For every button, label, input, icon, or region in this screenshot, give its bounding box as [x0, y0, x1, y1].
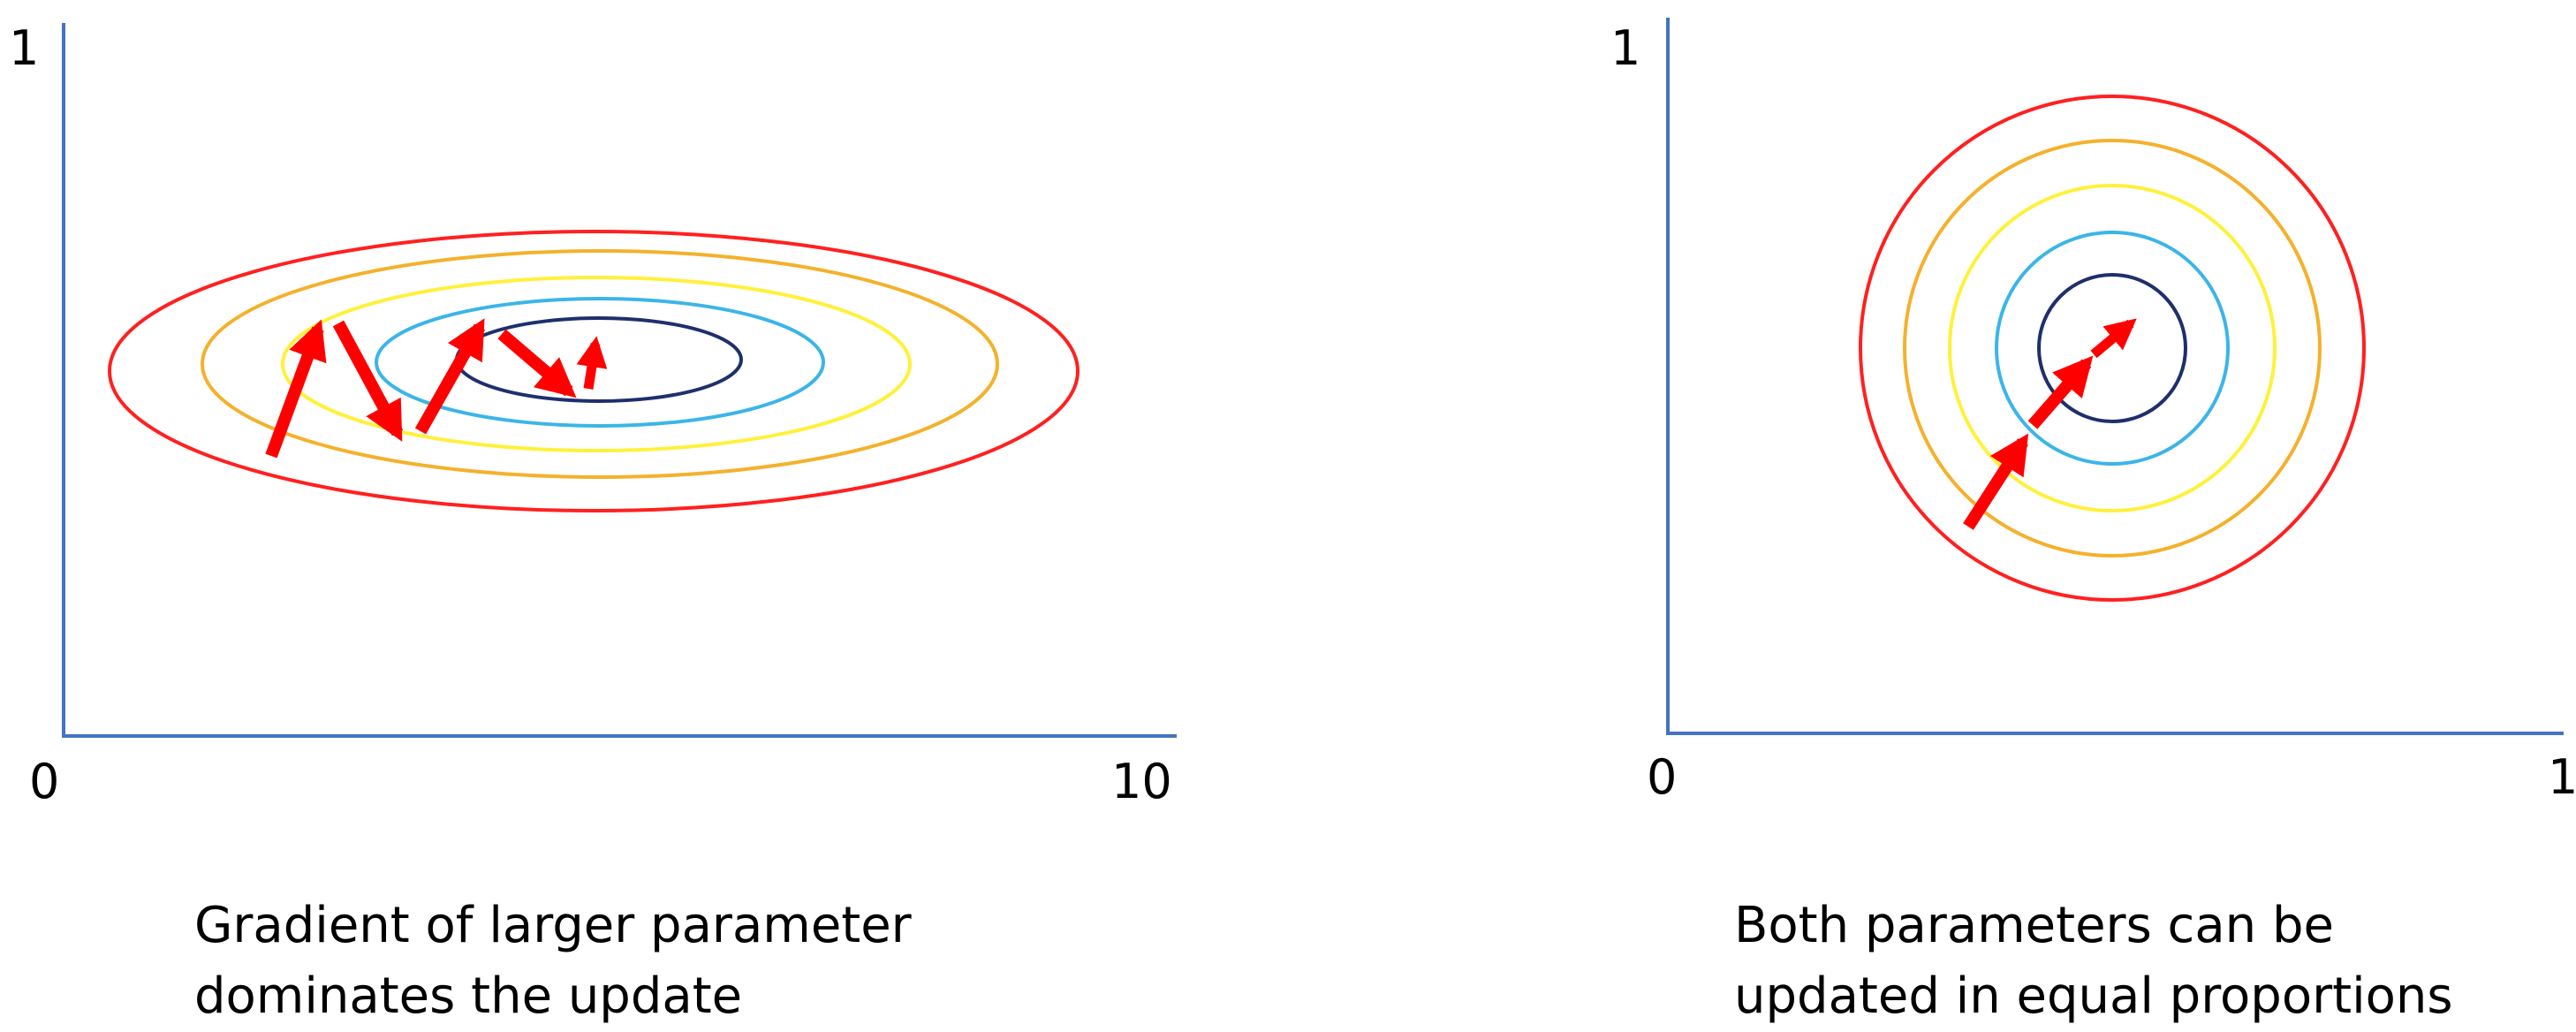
- left-arrow-1: [265, 319, 327, 459]
- left-contour-2: [201, 249, 999, 479]
- right-caption: Both parameters can be updated in equal …: [1734, 891, 2453, 1032]
- right-arrow-2: [2027, 355, 2094, 429]
- left-caption: Gradient of larger parameter dominates t…: [194, 891, 912, 1032]
- right-x-min-label: 0: [1647, 749, 1678, 805]
- left-arrow-3: [414, 318, 486, 435]
- left-panel: [62, 23, 1177, 738]
- left-contour-3: [281, 276, 912, 452]
- right-contour-4: [1995, 231, 2230, 466]
- right-caption-line-2: updated in equal proportions: [1734, 968, 2453, 1025]
- right-arrow-3: [2090, 318, 2137, 359]
- left-caption-line-2: dominates the update: [194, 968, 743, 1025]
- right-arrow-1: [1963, 433, 2029, 530]
- right-y-max-label: 1: [1610, 20, 1641, 76]
- right-x-max-label: 1: [2548, 749, 2576, 805]
- right-panel: [1666, 18, 2564, 735]
- left-arrow-5: [576, 336, 608, 390]
- right-contour-3: [1948, 184, 2277, 512]
- left-caption-line-1: Gradient of larger parameter: [194, 897, 912, 954]
- left-arrow-2: [332, 320, 404, 442]
- right-caption-line-1: Both parameters can be: [1734, 897, 2334, 954]
- left-x-min-label: 0: [29, 754, 60, 809]
- left-arrow-4: [497, 329, 577, 398]
- right-gradient-arrows: [1963, 318, 2137, 530]
- left-contour-4: [375, 297, 825, 428]
- right-contour-2: [1903, 139, 2322, 558]
- left-y-max-label: 1: [9, 20, 40, 76]
- left-x-max-label: 10: [1111, 754, 1172, 809]
- left-contour-1: [108, 230, 1080, 512]
- left-gradient-arrows: [265, 318, 608, 459]
- right-contour-1: [1859, 95, 2366, 602]
- right-contour-5: [2037, 273, 2187, 423]
- left-contour-5: [455, 316, 743, 403]
